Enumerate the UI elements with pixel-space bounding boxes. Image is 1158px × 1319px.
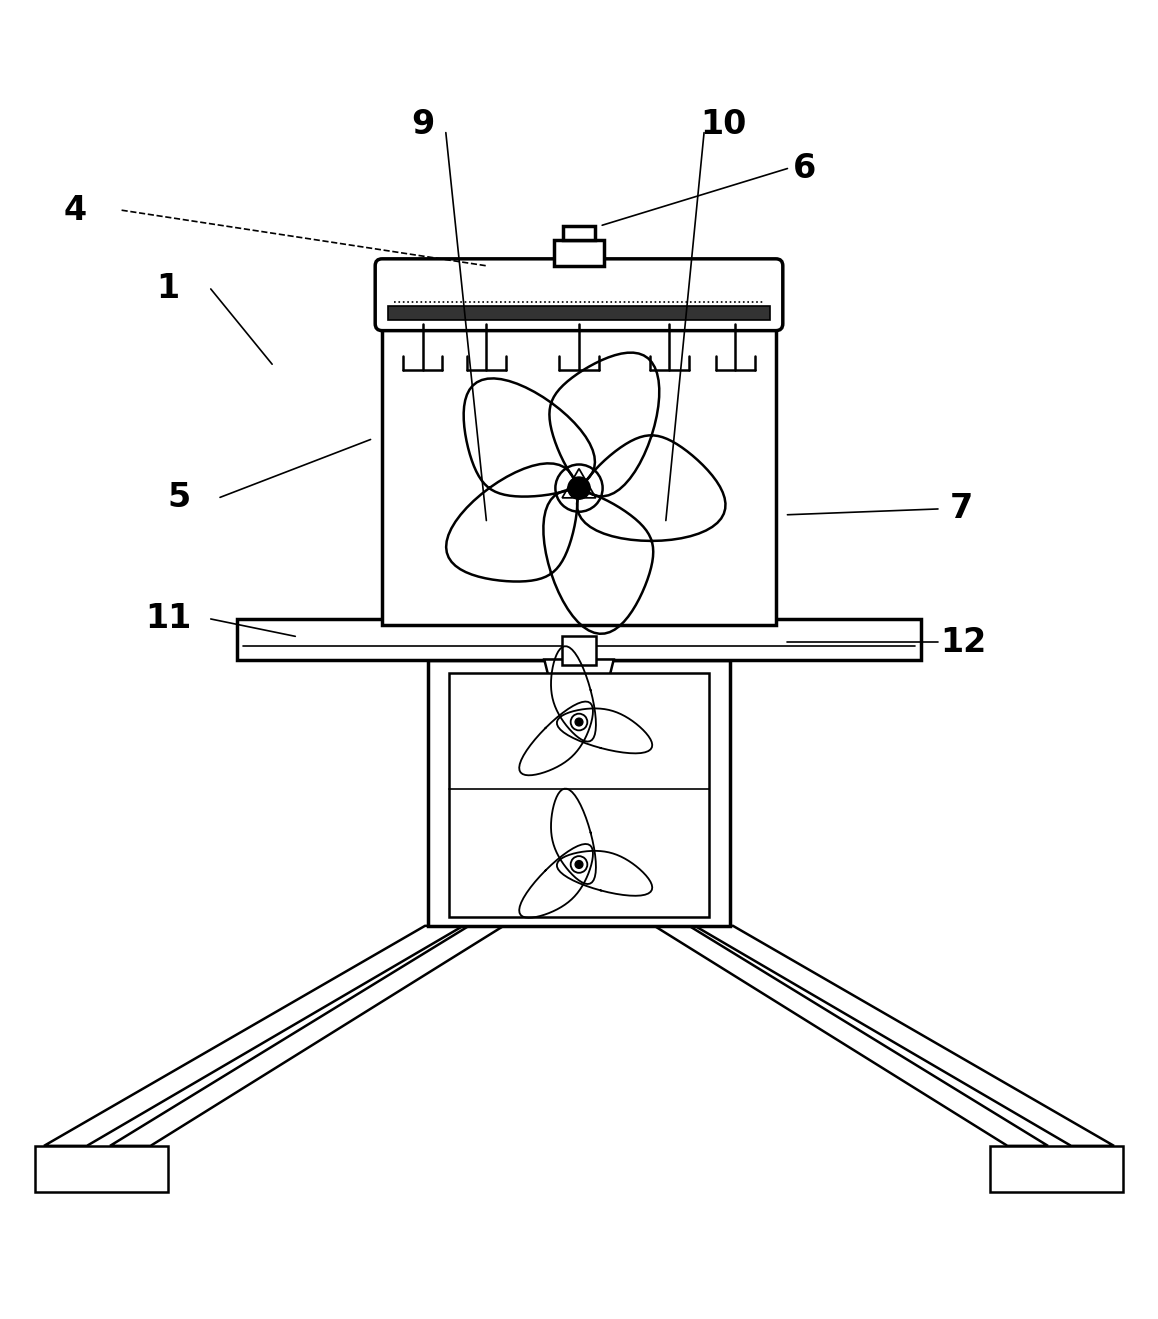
Circle shape xyxy=(567,477,591,499)
Text: 9: 9 xyxy=(411,108,434,141)
Bar xyxy=(35,1146,168,1192)
Text: 7: 7 xyxy=(950,492,973,525)
Bar xyxy=(563,227,595,240)
Bar xyxy=(554,240,604,266)
Text: 1: 1 xyxy=(156,273,179,306)
Text: 4: 4 xyxy=(64,194,87,227)
Bar xyxy=(449,674,709,917)
Bar xyxy=(382,323,776,625)
Bar xyxy=(237,619,921,660)
Circle shape xyxy=(576,718,582,725)
Polygon shape xyxy=(654,926,1048,1146)
Bar xyxy=(388,306,770,321)
Circle shape xyxy=(576,860,582,868)
FancyBboxPatch shape xyxy=(375,259,783,331)
Polygon shape xyxy=(544,660,614,715)
Text: 5: 5 xyxy=(168,481,191,514)
Polygon shape xyxy=(110,926,504,1146)
Bar xyxy=(562,636,596,665)
Polygon shape xyxy=(44,926,463,1146)
Text: 6: 6 xyxy=(793,152,816,185)
Polygon shape xyxy=(695,926,1114,1146)
Text: 10: 10 xyxy=(701,108,747,141)
Bar xyxy=(428,660,730,926)
Text: 11: 11 xyxy=(145,603,191,636)
Bar xyxy=(990,1146,1123,1192)
Text: 12: 12 xyxy=(940,625,987,658)
